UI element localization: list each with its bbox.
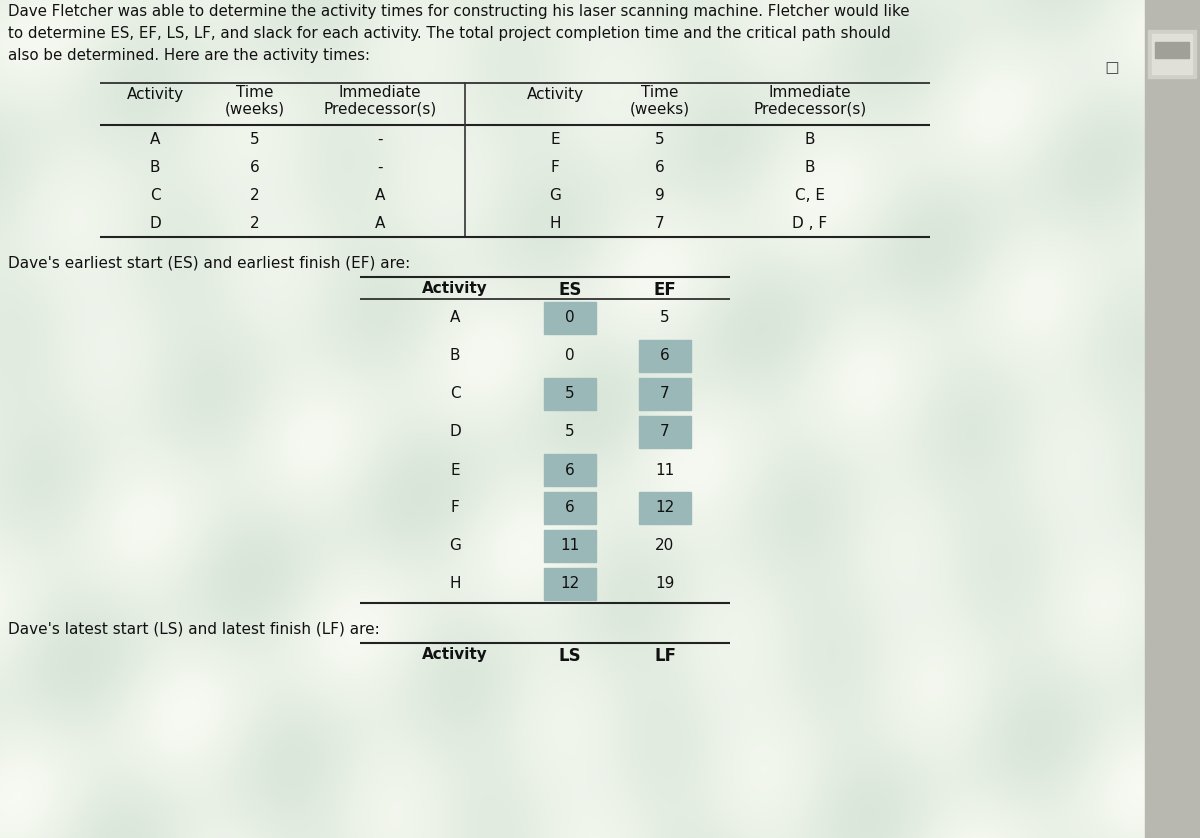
Text: ◻: ◻ bbox=[1104, 59, 1120, 77]
Text: Activity: Activity bbox=[527, 87, 583, 102]
Text: Predecessor(s): Predecessor(s) bbox=[323, 101, 437, 116]
Bar bbox=[640, 416, 691, 448]
Text: (weeks): (weeks) bbox=[224, 101, 286, 116]
Text: (weeks): (weeks) bbox=[630, 101, 690, 116]
Text: 5: 5 bbox=[565, 386, 575, 401]
Text: 7: 7 bbox=[660, 425, 670, 439]
Text: C, E: C, E bbox=[796, 188, 826, 203]
Text: 2: 2 bbox=[250, 215, 260, 230]
Text: 5: 5 bbox=[660, 311, 670, 325]
Text: B: B bbox=[150, 159, 161, 174]
Text: 6: 6 bbox=[565, 463, 575, 478]
Text: C: C bbox=[450, 386, 461, 401]
Bar bbox=[544, 454, 596, 486]
Text: 2: 2 bbox=[250, 188, 260, 203]
Bar bbox=[1154, 42, 1189, 58]
Text: B: B bbox=[805, 132, 815, 147]
Text: D: D bbox=[449, 425, 461, 439]
Text: 12: 12 bbox=[655, 500, 674, 515]
Bar bbox=[640, 378, 691, 410]
Text: 12: 12 bbox=[560, 577, 580, 592]
Text: also be determined. Here are the activity times:: also be determined. Here are the activit… bbox=[8, 48, 370, 63]
Text: A: A bbox=[374, 215, 385, 230]
Text: LF: LF bbox=[654, 647, 676, 665]
Text: G: G bbox=[449, 539, 461, 554]
Text: 0: 0 bbox=[565, 311, 575, 325]
Text: ES: ES bbox=[558, 281, 582, 299]
Text: EF: EF bbox=[654, 281, 677, 299]
Text: 11: 11 bbox=[655, 463, 674, 478]
Text: Dave Fletcher was able to determine the activity times for constructing his lase: Dave Fletcher was able to determine the … bbox=[8, 4, 910, 19]
Text: F: F bbox=[451, 500, 460, 515]
Text: LS: LS bbox=[559, 647, 581, 665]
Bar bbox=[544, 530, 596, 562]
Text: Immediate: Immediate bbox=[338, 85, 421, 100]
Bar bbox=[544, 378, 596, 410]
Text: to determine ES, EF, LS, LF, and slack for each activity. The total project comp: to determine ES, EF, LS, LF, and slack f… bbox=[8, 26, 890, 41]
Bar bbox=[1152, 34, 1192, 74]
Text: 6: 6 bbox=[655, 159, 665, 174]
Text: A: A bbox=[450, 311, 460, 325]
Text: 5: 5 bbox=[565, 425, 575, 439]
Text: D , F: D , F bbox=[792, 215, 828, 230]
Text: 5: 5 bbox=[250, 132, 260, 147]
Bar bbox=[640, 492, 691, 524]
Text: B: B bbox=[805, 159, 815, 174]
Text: 9: 9 bbox=[655, 188, 665, 203]
Text: 20: 20 bbox=[655, 539, 674, 554]
Text: Time: Time bbox=[641, 85, 679, 100]
Text: D: D bbox=[149, 215, 161, 230]
Text: Immediate: Immediate bbox=[769, 85, 851, 100]
Text: 19: 19 bbox=[655, 577, 674, 592]
Text: 0: 0 bbox=[565, 349, 575, 364]
Text: Dave's earliest start (ES) and earliest finish (EF) are:: Dave's earliest start (ES) and earliest … bbox=[8, 255, 410, 270]
Text: Activity: Activity bbox=[422, 647, 488, 662]
Bar bbox=[544, 302, 596, 334]
Text: -: - bbox=[377, 132, 383, 147]
Text: Activity: Activity bbox=[422, 281, 488, 296]
Text: A: A bbox=[374, 188, 385, 203]
Text: 6: 6 bbox=[565, 500, 575, 515]
Text: H: H bbox=[550, 215, 560, 230]
Text: F: F bbox=[551, 159, 559, 174]
Bar bbox=[544, 492, 596, 524]
Text: 6: 6 bbox=[660, 349, 670, 364]
Text: A: A bbox=[150, 132, 160, 147]
Text: Predecessor(s): Predecessor(s) bbox=[754, 101, 866, 116]
Text: B: B bbox=[450, 349, 461, 364]
Text: H: H bbox=[449, 577, 461, 592]
Bar bbox=[1148, 30, 1196, 78]
Text: Activity: Activity bbox=[126, 87, 184, 102]
Text: C: C bbox=[150, 188, 161, 203]
Bar bbox=[1145, 0, 1200, 838]
Text: G: G bbox=[550, 188, 560, 203]
Text: 7: 7 bbox=[655, 215, 665, 230]
Text: 5: 5 bbox=[655, 132, 665, 147]
Text: 7: 7 bbox=[660, 386, 670, 401]
Bar bbox=[640, 340, 691, 372]
Text: Dave's latest start (LS) and latest finish (LF) are:: Dave's latest start (LS) and latest fini… bbox=[8, 621, 379, 636]
Text: Time: Time bbox=[236, 85, 274, 100]
Text: 11: 11 bbox=[560, 539, 580, 554]
Text: E: E bbox=[550, 132, 560, 147]
Bar bbox=[544, 568, 596, 600]
Text: E: E bbox=[450, 463, 460, 478]
Text: 6: 6 bbox=[250, 159, 260, 174]
Text: -: - bbox=[377, 159, 383, 174]
